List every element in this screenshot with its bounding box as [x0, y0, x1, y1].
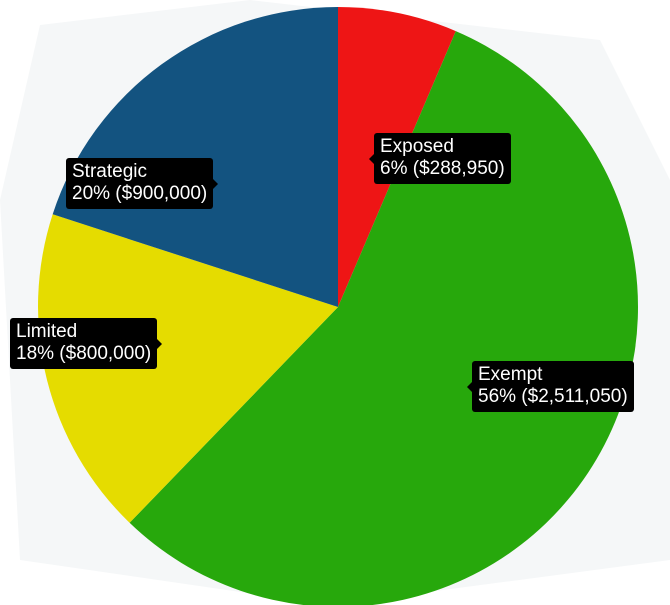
label-limited-name: Limited	[16, 321, 78, 342]
callout-pointer	[213, 178, 219, 189]
label-strategic: Strategic 20% ($900,000)	[66, 158, 219, 209]
label-exempt-name: Exempt	[478, 364, 543, 385]
pie-slice-exempt[interactable]	[129, 31, 638, 605]
pie-slice-limited[interactable]	[37, 214, 338, 523]
label-strategic-name: Strategic	[72, 161, 147, 182]
label-limited-value: 18% ($800,000)	[16, 343, 152, 364]
callout-pointer	[369, 153, 374, 164]
label-exposed-name: Exposed	[380, 136, 454, 157]
label-exempt-value: 56% ($2,511,050)	[478, 386, 628, 407]
label-limited: Limited 18% ($800,000)	[10, 318, 163, 369]
pie-slice-strategic[interactable]	[52, 7, 339, 307]
label-strategic-value: 20% ($900,000)	[72, 183, 208, 204]
label-exempt: Exempt 56% ($2,511,050)	[467, 361, 634, 412]
callout-pointer	[157, 338, 163, 349]
label-exposed: Exposed 6% ($288,950)	[369, 133, 511, 184]
callout-pointer	[467, 381, 472, 392]
label-exposed-value: 6% ($288,950)	[380, 158, 505, 179]
